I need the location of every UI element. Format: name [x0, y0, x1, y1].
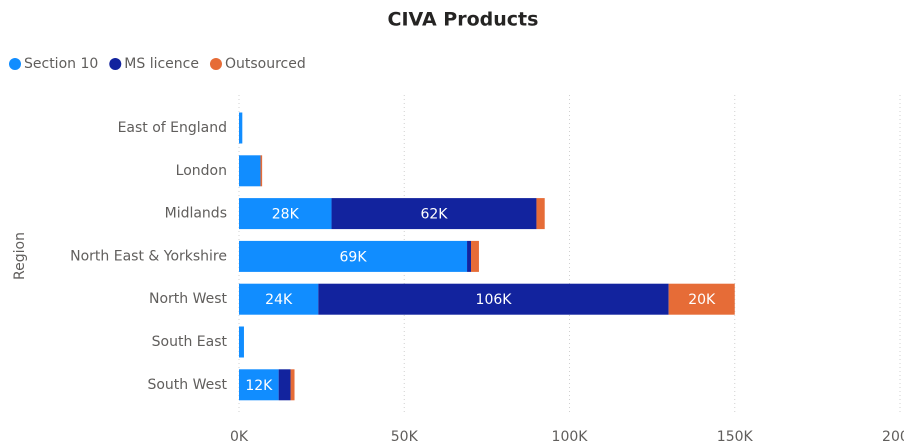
bar — [239, 369, 279, 401]
y-tick-label: East of England — [118, 120, 227, 136]
x-tick-label: 200K — [882, 429, 904, 445]
bar — [239, 240, 468, 272]
legend-marker — [109, 58, 122, 70]
data-label: 12K — [245, 378, 273, 394]
bar — [278, 369, 291, 401]
legend-label: MS licence — [124, 56, 199, 72]
data-label: 106K — [476, 292, 513, 308]
y-tick-label: South West — [147, 377, 227, 393]
bar — [239, 155, 261, 187]
bar — [239, 112, 243, 144]
x-tick-label: 0K — [230, 429, 249, 445]
legend-label: Outsourced — [225, 56, 306, 72]
y-axis-label: Region — [12, 232, 28, 280]
bar — [239, 198, 332, 230]
bar — [471, 240, 479, 272]
legend-marker — [209, 58, 222, 70]
y-tick-label: South East — [152, 334, 228, 350]
y-tick-label: North West — [149, 291, 228, 307]
data-label: 24K — [265, 292, 293, 308]
bar — [467, 240, 472, 272]
x-tick-label: 150K — [717, 429, 754, 445]
data-label: 20K — [688, 292, 716, 308]
bar — [260, 155, 263, 187]
y-tick-label: Midlands — [165, 206, 227, 222]
bar — [239, 283, 319, 315]
chart-title: CIVA Products — [388, 9, 539, 31]
bar — [331, 198, 537, 230]
y-tick-label: North East & Yorkshire — [70, 248, 227, 264]
data-label: 62K — [420, 207, 448, 223]
bar — [668, 283, 735, 315]
data-label: 28K — [272, 207, 300, 223]
legend-label: Section 10 — [24, 56, 98, 72]
x-tick-label: 100K — [552, 429, 589, 445]
x-tick-label: 50K — [391, 429, 419, 445]
bar — [239, 326, 244, 358]
y-tick-label: London — [176, 163, 227, 179]
data-label: 69K — [340, 249, 368, 265]
bar — [290, 369, 295, 401]
legend-marker — [9, 58, 21, 70]
bar — [536, 198, 545, 230]
bar — [318, 283, 669, 315]
